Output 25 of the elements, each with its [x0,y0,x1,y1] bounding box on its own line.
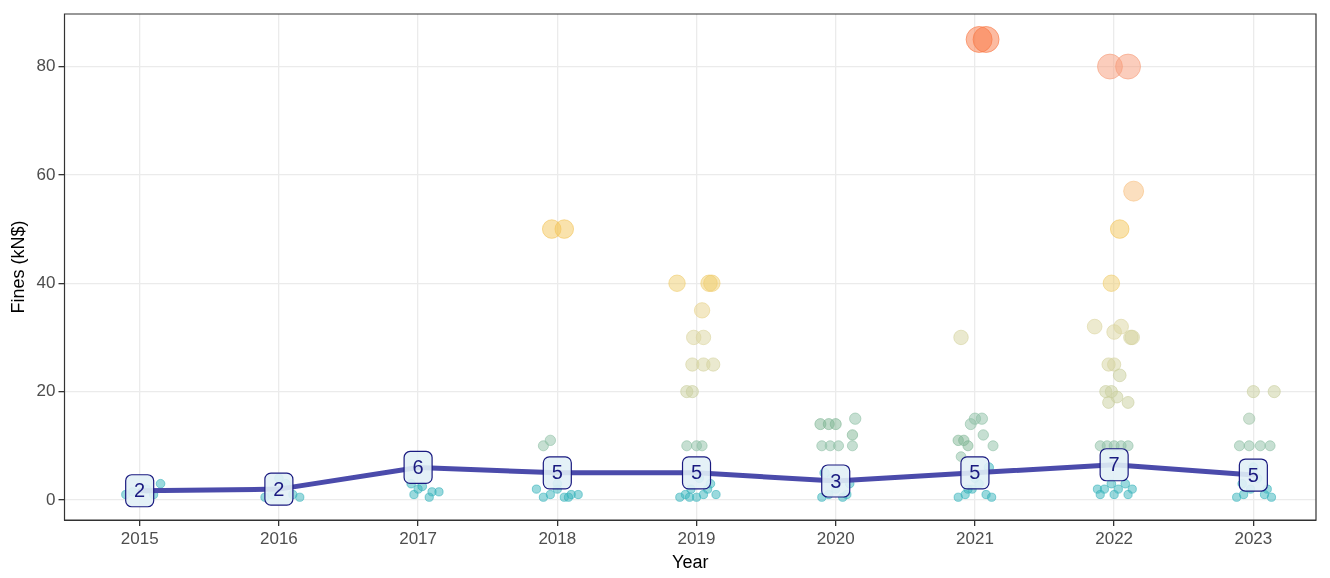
data-label: 3 [830,469,842,492]
x-tick-label: 2017 [399,528,438,548]
data-label: 2 [134,479,146,502]
data-label: 7 [1108,453,1120,476]
y-tick-label: 40 [36,272,56,292]
data-label: 5 [1247,463,1259,486]
x-tick-label: 2016 [259,528,298,548]
y-tick-label: 80 [36,56,56,76]
x-tick-label: 2020 [816,528,855,548]
data-label: 6 [412,455,424,478]
x-tick-label: 2023 [1234,528,1273,548]
data-label: 5 [551,461,563,484]
x-tick-label: 2015 [120,528,159,548]
x-tick-label: 2018 [538,528,577,548]
y-tick-label: 20 [36,381,56,401]
x-tick-label: 2022 [1095,528,1134,548]
data-label: 2 [273,477,285,500]
y-axis-title: Fines (kN$) [7,220,28,314]
data-label: 5 [690,461,703,484]
y-tick-label: 0 [46,489,56,509]
y-tick-label: 60 [36,164,56,184]
x-tick-label: 2021 [956,528,994,548]
data-label: 5 [969,461,981,484]
x-tick-label: 2019 [677,528,716,548]
x-axis-title: Year [672,552,709,573]
